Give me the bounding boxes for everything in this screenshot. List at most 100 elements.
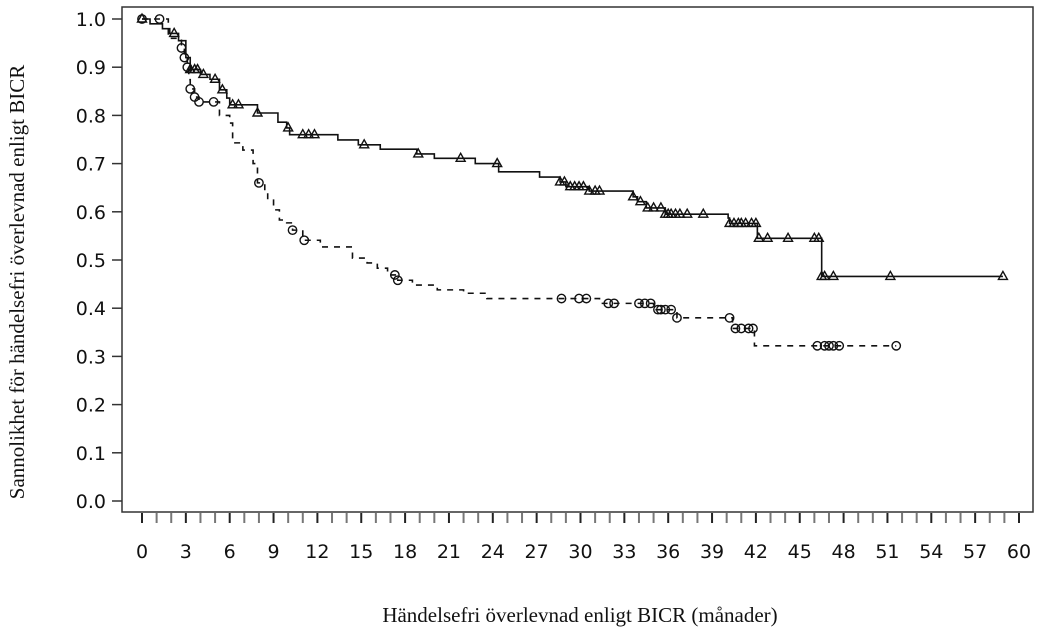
censor-mark-triangle xyxy=(697,207,709,218)
censor-mark-triangle xyxy=(655,201,667,212)
censor-mark-circle xyxy=(639,298,650,309)
x-tick-label: 27 xyxy=(525,541,549,563)
censor-mark-triangle xyxy=(827,269,840,281)
censor-mark-circle xyxy=(389,270,400,280)
x-tick-label: 18 xyxy=(393,541,417,563)
x-axis: 0 3 6 9 12 15 18 21 24 27 30 33 36 39 42 45 48 51 54 57 60 xyxy=(136,513,1031,563)
censor-mark-circle xyxy=(208,97,219,107)
censor-mark-circle xyxy=(581,293,592,304)
censor-mark-triangle xyxy=(226,98,239,109)
x-tick-label: 36 xyxy=(656,541,680,563)
censor-mark-triangle xyxy=(232,98,245,109)
censor-mark-triangle xyxy=(739,216,752,228)
censor-mark-triangle xyxy=(168,27,180,38)
y-tick-label: 0.3 xyxy=(76,346,106,368)
y-tick-label: 0.8 xyxy=(76,105,106,127)
censor-mark-triangle xyxy=(308,128,321,139)
censor-mark-circle xyxy=(812,340,823,351)
solid-triangles-curve xyxy=(142,18,1003,278)
censor-mark-triangle xyxy=(282,121,294,132)
y-tick-label: 0.6 xyxy=(76,202,106,224)
censor-mark-circle xyxy=(666,304,677,315)
censor-mark-circle xyxy=(179,52,190,63)
censor-mark-triangle xyxy=(593,184,606,195)
censor-mark-circle xyxy=(653,304,663,315)
censor-mark-triangle xyxy=(813,231,825,243)
censor-mark-triangle xyxy=(302,128,315,139)
plot-frame xyxy=(121,6,1034,513)
censor-mark-triangle xyxy=(577,180,590,191)
censor-mark-triangle xyxy=(209,72,221,83)
y-tick-label: 0.1 xyxy=(76,443,106,465)
x-tick-label: 42 xyxy=(744,541,768,563)
x-tick-label: 48 xyxy=(832,541,856,563)
censor-mark-triangle xyxy=(647,201,660,212)
censor-mark-circle xyxy=(660,304,671,315)
censor-mark-triangle xyxy=(750,216,762,228)
censor-mark-triangle xyxy=(216,83,229,94)
x-axis-title: Händelsefri överlevnad enligt BICR (måna… xyxy=(382,603,777,627)
censor-mark-circle xyxy=(299,235,310,246)
x-tick-label: 60 xyxy=(1007,541,1031,563)
x-tick-label: 15 xyxy=(349,541,373,563)
censor-mark-triangle xyxy=(782,231,794,243)
censor-mark-circle xyxy=(574,293,584,304)
x-tick-label: 51 xyxy=(875,541,899,563)
x-tick-label: 45 xyxy=(788,541,812,563)
x-tick-label: 24 xyxy=(481,541,505,563)
y-tick-label: 1.0 xyxy=(76,9,106,31)
x-tick-label: 0 xyxy=(136,541,148,563)
dashed-circles-curve xyxy=(142,18,897,347)
x-tick-label: 39 xyxy=(700,541,724,563)
censor-mark-triangle xyxy=(634,195,647,206)
censor-mark-circle xyxy=(748,323,758,334)
censor-mark-triangle xyxy=(412,147,424,158)
y-axis-title: Sannolikhet för händelsefri överlevnad e… xyxy=(5,65,29,499)
censor-mark-circle xyxy=(194,97,204,107)
censor-mark-circle xyxy=(672,312,682,323)
x-tick-label: 30 xyxy=(568,541,592,563)
censor-mark-triangle xyxy=(297,128,309,139)
censor-mark-triangle xyxy=(583,184,595,195)
x-tick-label: 57 xyxy=(963,541,987,563)
y-axis: 0.0 0.1 0.2 0.3 0.4 0.5 0.6 0.7 0.8 0.9 1.0 xyxy=(76,9,122,513)
y-tick-label: 0.7 xyxy=(76,154,106,176)
censor-mark-circle xyxy=(254,177,264,188)
censor-mark-triangle xyxy=(197,68,210,79)
censor-mark-triangle xyxy=(681,207,693,218)
censor-mark-triangle xyxy=(491,157,503,168)
censor-mark-circle xyxy=(828,340,839,351)
censor-mark-triangle xyxy=(997,269,1009,281)
x-tick-label: 9 xyxy=(268,541,280,563)
censor-mark-circle xyxy=(176,43,187,53)
censor-mark-circle xyxy=(891,340,902,351)
censor-mark-triangle xyxy=(358,138,370,149)
censor-mark-circle xyxy=(182,62,193,73)
x-tick-label: 33 xyxy=(612,541,636,563)
x-tick-label: 3 xyxy=(180,541,192,563)
censor-mark-circle xyxy=(834,340,845,351)
censor-mark-triangle xyxy=(558,175,571,186)
censor-mark-circle xyxy=(736,323,747,334)
censor-mark-circle xyxy=(730,323,741,334)
censor-mark-triangle xyxy=(761,231,774,243)
censor-mark-circle xyxy=(392,275,403,286)
y-tick-label: 0.5 xyxy=(76,250,106,272)
x-tick-label: 6 xyxy=(224,541,236,563)
censor-mark-circle xyxy=(645,298,656,309)
y-tick-label: 0.2 xyxy=(76,395,106,417)
censor-mark-circle xyxy=(287,225,298,236)
censor-mark-circle xyxy=(556,293,567,304)
censor-mark-triangle xyxy=(642,201,654,212)
censor-mark-triangle xyxy=(454,151,467,162)
x-tick-label: 12 xyxy=(305,541,329,563)
censor-mark-circle xyxy=(603,298,614,309)
x-tick-label: 21 xyxy=(437,541,461,563)
censor-mark-triangle xyxy=(674,207,686,218)
censor-mark-triangle xyxy=(251,106,264,117)
y-tick-label: 0.0 xyxy=(76,491,106,513)
censor-mark-triangle xyxy=(818,269,831,281)
censor-mark-circle xyxy=(724,312,735,323)
censor-mark-triangle xyxy=(627,190,639,201)
